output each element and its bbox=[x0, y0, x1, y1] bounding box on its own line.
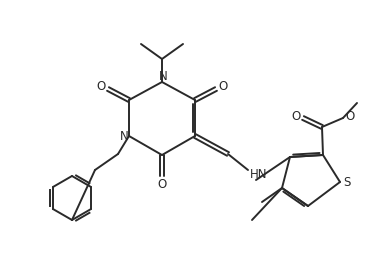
Text: S: S bbox=[343, 176, 351, 189]
Text: HN: HN bbox=[250, 169, 268, 181]
Text: O: O bbox=[96, 81, 106, 93]
Text: O: O bbox=[291, 110, 301, 122]
Text: O: O bbox=[346, 110, 355, 122]
Text: N: N bbox=[159, 70, 167, 84]
Text: N: N bbox=[120, 130, 128, 142]
Text: O: O bbox=[158, 178, 167, 190]
Text: O: O bbox=[218, 81, 228, 93]
